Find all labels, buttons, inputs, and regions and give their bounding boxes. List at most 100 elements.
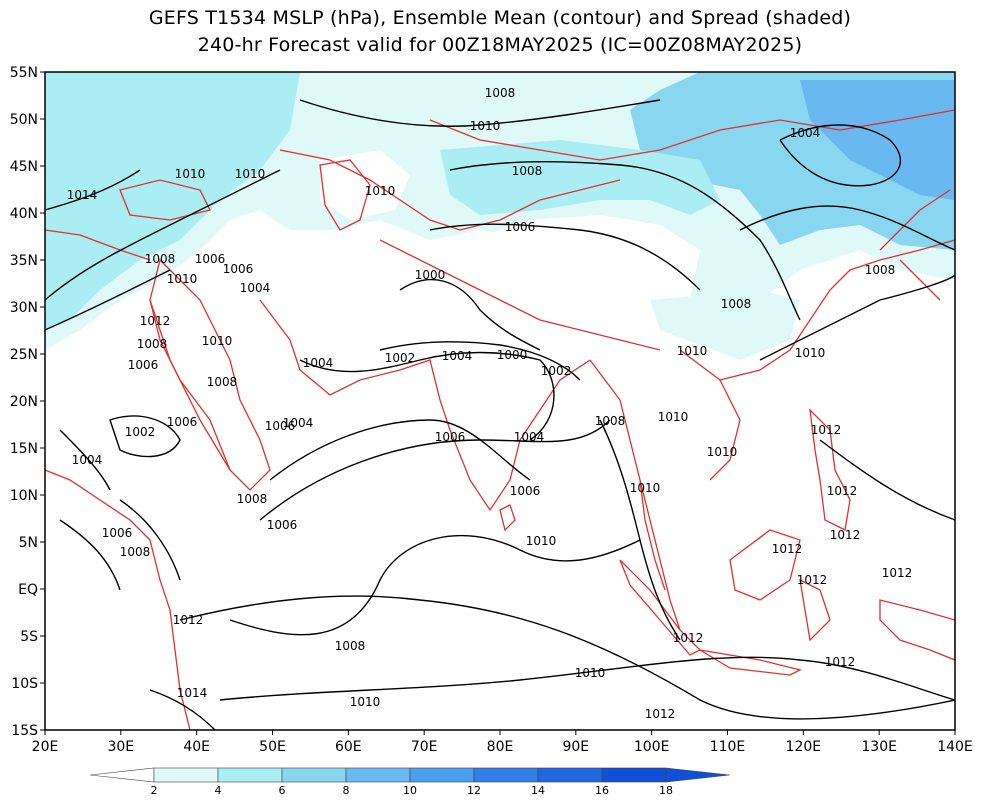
- contour-label: 1010: [175, 167, 206, 181]
- contour-label: 1004: [514, 430, 545, 444]
- contour-1010-bay-of-bengal: [599, 419, 681, 641]
- coastline-malay-peninsula: [639, 479, 666, 591]
- lon-tick-label: 50E: [259, 739, 286, 755]
- spread-region-mongolia: [440, 140, 720, 215]
- contour-label: 1010: [795, 346, 826, 360]
- coastline-sri-lanka: [499, 504, 516, 532]
- contour-1004-northeast: [779, 124, 901, 187]
- contour-label: 1004: [240, 281, 271, 295]
- latitude-axis: 55N 50N 45N 40N 35N 30N 25N 20N 15N 10N 5N EQ 5S 10S 1…: [10, 65, 45, 739]
- lat-tick-label: 30N: [10, 300, 38, 316]
- coastline-indochina-east: [679, 349, 741, 481]
- colorbar-swatch: [665, 767, 731, 783]
- contour-label: 1008: [512, 164, 543, 178]
- contour-label: 1014: [67, 188, 98, 202]
- colorbar-tick-label: 6: [279, 784, 286, 797]
- contour-label: 1008: [120, 545, 151, 559]
- contour-label: 1004: [283, 416, 314, 430]
- contour-1004-india: [299, 351, 555, 441]
- contour-1012-east: [819, 439, 955, 521]
- contour-1006-africa: [59, 519, 121, 591]
- coastline-mediterranean: [45, 229, 151, 261]
- colorbar-swatch: [217, 767, 283, 783]
- contour-label: 1008: [145, 252, 176, 266]
- contour-label: 1006: [195, 252, 226, 266]
- contour-label: 1004: [442, 349, 473, 363]
- colorbar-tick-label: 2: [151, 784, 158, 797]
- lon-tick-label: 80E: [487, 739, 514, 755]
- spread-region-caspian: [320, 150, 410, 220]
- contour-label: 1008: [865, 263, 896, 277]
- contour-1002-india-north: [379, 341, 581, 381]
- contour-label: 1012: [825, 655, 856, 669]
- lon-tick-label: 140E: [937, 739, 973, 755]
- contour-label: 1012: [811, 423, 842, 437]
- lat-tick-label: 15N: [10, 441, 38, 457]
- colorbar-swatch: [345, 767, 411, 783]
- coastline-borneo: [729, 529, 801, 601]
- lat-tick-label: 5S: [20, 629, 38, 645]
- contour-label: 1010: [235, 167, 266, 181]
- contour-label: 1010: [677, 344, 708, 358]
- contour-label: 1006: [435, 430, 466, 444]
- coastline-indochina: [589, 359, 681, 631]
- contour-label: 1002: [385, 351, 416, 365]
- coastline-java: [699, 649, 802, 676]
- contour-1008-south: [229, 534, 641, 636]
- colorbar-swatch: [409, 767, 475, 783]
- contour-label: 1012: [797, 573, 828, 587]
- contour-label: 1004: [303, 356, 334, 370]
- contour-1012-south: [179, 595, 955, 720]
- contour-label: 1012: [827, 484, 858, 498]
- contour-label: 1010: [365, 184, 396, 198]
- contour-label: 1010: [202, 334, 233, 348]
- lon-tick-label: 70E: [411, 739, 438, 755]
- lat-tick-label: 15S: [11, 723, 38, 739]
- coastline-red-sea: [149, 299, 231, 471]
- lat-tick-label: EQ: [18, 582, 38, 598]
- lon-tick-label: 130E: [861, 739, 897, 755]
- contour-1006-central-asia: [429, 223, 701, 291]
- contour-label: 1008: [335, 639, 366, 653]
- chart-title-line1: GEFS T1534 MSLP (hPa), Ensemble Mean (co…: [148, 7, 852, 29]
- contour-label: 1010: [350, 695, 381, 709]
- colorbar-tick-label: 16: [595, 784, 609, 797]
- lon-tick-label: 120E: [786, 739, 822, 755]
- contour-1000-himalaya: [399, 278, 541, 351]
- contour-label: 1008: [237, 492, 268, 506]
- contour-label: 1010: [658, 410, 689, 424]
- contour-label: 1012: [673, 631, 704, 645]
- contour-label: 1006: [510, 484, 541, 498]
- border-himalaya: [379, 239, 661, 351]
- mslp-contours: [45, 99, 955, 730]
- contour-label: 1010: [575, 666, 606, 680]
- contour-1010-east: [759, 274, 955, 361]
- colorbar-swatch: [153, 767, 219, 783]
- contour-1006-east: [739, 205, 955, 251]
- coastline-india: [359, 359, 591, 512]
- contour-1012-west: [45, 269, 171, 331]
- coastline-new-guinea: [879, 599, 955, 661]
- contour-label: 1012: [882, 566, 913, 580]
- lat-tick-label: 10S: [11, 676, 38, 692]
- coastlines: [45, 109, 955, 730]
- border-russia-china: [429, 109, 955, 161]
- contour-1010-west: [45, 169, 281, 301]
- chart-title-line2: 240-hr Forecast valid for 00Z18MAY2025 (…: [197, 34, 803, 56]
- contour-label: 1006: [267, 518, 298, 532]
- lon-tick-label: 60E: [335, 739, 362, 755]
- contour-label: 1004: [72, 453, 103, 467]
- spread-region-northeast-core: [800, 80, 955, 200]
- lon-tick-label: 20E: [32, 739, 59, 755]
- contour-label: 1008: [595, 414, 626, 428]
- contour-label: 1010: [630, 481, 661, 495]
- contour-1014-south: [149, 689, 216, 730]
- contour-label: 1012: [830, 528, 861, 542]
- lat-tick-label: 50N: [10, 112, 38, 128]
- contour-label: 1006: [265, 419, 296, 433]
- contour-label: 1008: [485, 86, 516, 100]
- colorbar-swatch: [89, 767, 155, 783]
- contour-1008-indian-ocean: [259, 419, 611, 521]
- contour-label: 1008: [137, 337, 168, 351]
